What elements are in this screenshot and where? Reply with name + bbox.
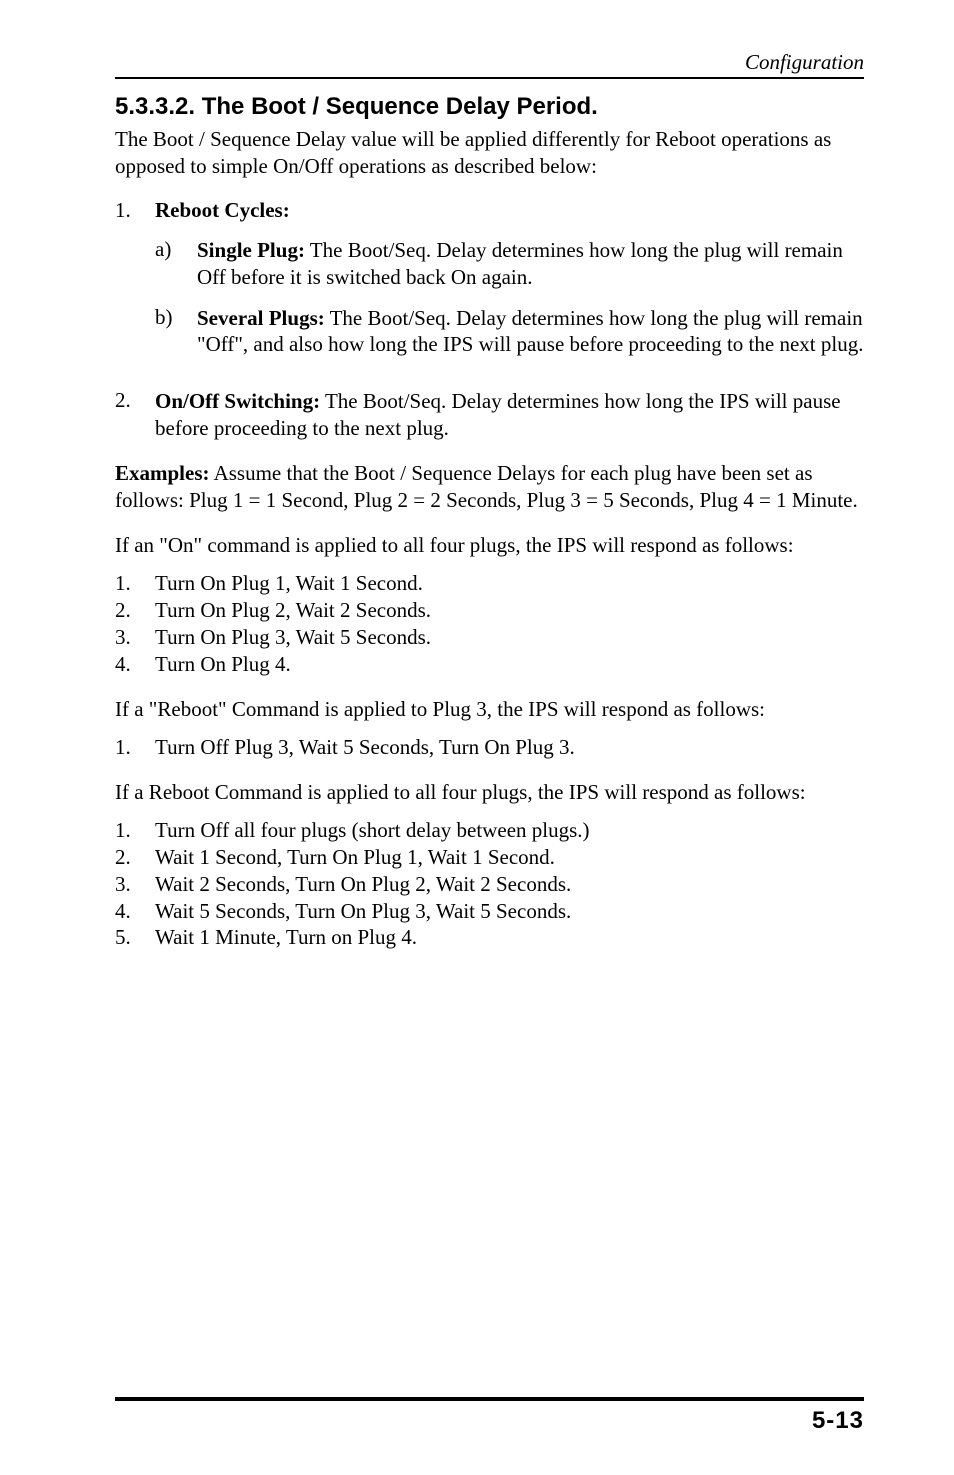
reboot-all-intro: If a Reboot Command is applied to all fo… (115, 779, 864, 805)
list-text: Turn Off all four plugs (short delay bet… (155, 817, 864, 844)
header-label: Configuration (115, 50, 864, 75)
list-content: Reboot Cycles: a) Single Plug: The Boot/… (155, 198, 864, 373)
list-item: 1.Turn Off Plug 3, Wait 5 Seconds, Turn … (115, 734, 864, 761)
reboot-one-list: 1.Turn Off Plug 3, Wait 5 Seconds, Turn … (115, 734, 864, 761)
list-number: 3. (115, 624, 155, 651)
footer-rule (115, 1397, 864, 1401)
list-number: 1. (115, 198, 155, 373)
list-text: Turn On Plug 4. (155, 651, 864, 678)
sub-list: a) Single Plug: The Boot/Seq. Delay dete… (155, 237, 864, 359)
list-item: 2. On/Off Switching: The Boot/Seq. Delay… (115, 388, 864, 442)
section-intro: The Boot / Sequence Delay value will be … (115, 126, 864, 180)
onoff-label: On/Off Switching: (155, 389, 320, 413)
list-item: 2.Wait 1 Second, Turn On Plug 1, Wait 1 … (115, 844, 864, 871)
list-number: 2. (115, 844, 155, 871)
list-item: 5.Wait 1 Minute, Turn on Plug 4. (115, 924, 864, 951)
list-number: 4. (115, 898, 155, 925)
list-item: 3.Turn On Plug 3, Wait 5 Seconds. (115, 624, 864, 651)
list-text: Turn On Plug 2, Wait 2 Seconds. (155, 597, 864, 624)
list-content: On/Off Switching: The Boot/Seq. Delay de… (155, 388, 864, 442)
list-text: Wait 1 Minute, Turn on Plug 4. (155, 924, 864, 951)
list-number: 2. (115, 597, 155, 624)
list-number: 4. (115, 651, 155, 678)
list-item: 4.Turn On Plug 4. (115, 651, 864, 678)
reboot-one-intro: If a "Reboot" Command is applied to Plug… (115, 696, 864, 722)
list-content: Single Plug: The Boot/Seq. Delay determi… (197, 237, 864, 291)
list-item: 1.Turn Off all four plugs (short delay b… (115, 817, 864, 844)
header-rule (115, 77, 864, 79)
page-header: Configuration (115, 50, 864, 79)
list-item: 1.Turn On Plug 1, Wait 1 Second. (115, 570, 864, 597)
list-content: Several Plugs: The Boot/Seq. Delay deter… (197, 305, 864, 359)
list-item: 4.Wait 5 Seconds, Turn On Plug 3, Wait 5… (115, 898, 864, 925)
page-footer: 5-13 (115, 1397, 864, 1435)
list-text: Turn On Plug 3, Wait 5 Seconds. (155, 624, 864, 651)
reboot-all-list: 1.Turn Off all four plugs (short delay b… (115, 817, 864, 951)
list-item: a) Single Plug: The Boot/Seq. Delay dete… (155, 237, 864, 291)
list-number: 1. (115, 570, 155, 597)
examples-text: Assume that the Boot / Sequence Delays f… (115, 461, 858, 512)
list-number: 1. (115, 817, 155, 844)
main-list: 1. Reboot Cycles: a) Single Plug: The Bo… (115, 198, 864, 442)
examples-para: Examples: Assume that the Boot / Sequenc… (115, 460, 864, 514)
list-text: Turn Off Plug 3, Wait 5 Seconds, Turn On… (155, 734, 864, 761)
list-number: 3. (115, 871, 155, 898)
list-number: b) (155, 305, 197, 359)
list-item: 1. Reboot Cycles: a) Single Plug: The Bo… (115, 198, 864, 373)
list-text: Wait 2 Seconds, Turn On Plug 2, Wait 2 S… (155, 871, 864, 898)
list-text: Wait 5 Seconds, Turn On Plug 3, Wait 5 S… (155, 898, 864, 925)
single-plug-label: Single Plug: (197, 238, 305, 262)
list-number: 1. (115, 734, 155, 761)
list-item: b) Several Plugs: The Boot/Seq. Delay de… (155, 305, 864, 359)
on-command-list: 1.Turn On Plug 1, Wait 1 Second. 2.Turn … (115, 570, 864, 678)
list-number: 2. (115, 388, 155, 442)
list-item: 2.Turn On Plug 2, Wait 2 Seconds. (115, 597, 864, 624)
reboot-cycles-label: Reboot Cycles: (155, 198, 290, 222)
section-heading: 5.3.3.2. The Boot / Sequence Delay Perio… (115, 93, 864, 121)
several-plugs-label: Several Plugs: (197, 306, 325, 330)
examples-label: Examples: (115, 461, 210, 485)
list-text: Turn On Plug 1, Wait 1 Second. (155, 570, 864, 597)
list-number: a) (155, 237, 197, 291)
list-text: Wait 1 Second, Turn On Plug 1, Wait 1 Se… (155, 844, 864, 871)
on-command-intro: If an "On" command is applied to all fou… (115, 532, 864, 558)
page-number: 5-13 (115, 1407, 864, 1435)
list-number: 5. (115, 924, 155, 951)
list-item: 3.Wait 2 Seconds, Turn On Plug 2, Wait 2… (115, 871, 864, 898)
